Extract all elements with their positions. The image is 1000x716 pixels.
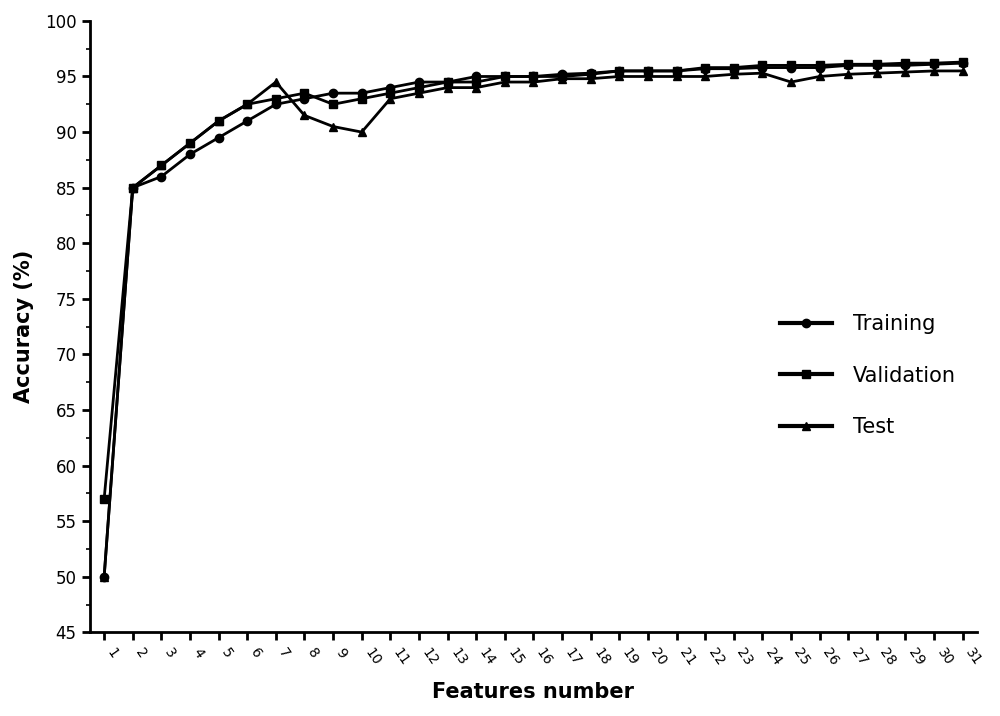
Training xyxy=(356,89,368,97)
Line: Validation: Validation xyxy=(100,58,967,503)
Training xyxy=(155,173,167,181)
Training xyxy=(241,117,253,125)
Line: Training: Training xyxy=(100,59,967,581)
Test xyxy=(384,95,396,103)
Test xyxy=(928,67,940,75)
Test xyxy=(127,183,139,192)
Test xyxy=(556,74,568,83)
Training xyxy=(213,133,225,142)
Validation xyxy=(442,78,454,87)
Test xyxy=(957,67,969,75)
Validation xyxy=(470,78,482,87)
Training xyxy=(413,78,425,87)
Validation xyxy=(527,72,539,81)
Training xyxy=(957,59,969,67)
Y-axis label: Accuracy (%): Accuracy (%) xyxy=(14,250,34,403)
Validation xyxy=(155,161,167,170)
Training xyxy=(728,64,740,73)
Validation xyxy=(585,70,597,79)
Validation xyxy=(127,183,139,192)
Test xyxy=(842,70,854,79)
Validation xyxy=(613,67,625,75)
Validation xyxy=(270,95,282,103)
Legend: Training, Validation, Test: Training, Validation, Test xyxy=(770,304,967,448)
Validation xyxy=(184,139,196,147)
Test xyxy=(155,161,167,170)
Validation xyxy=(928,59,940,67)
Test xyxy=(785,78,797,87)
Test xyxy=(699,72,711,81)
Validation xyxy=(814,61,826,69)
Validation xyxy=(899,59,911,67)
Validation xyxy=(642,67,654,75)
Validation xyxy=(671,67,683,75)
Training xyxy=(613,67,625,75)
Line: Test: Test xyxy=(100,67,967,581)
Validation xyxy=(213,117,225,125)
Training xyxy=(642,67,654,75)
Validation xyxy=(842,60,854,69)
Test xyxy=(98,573,110,581)
Validation xyxy=(413,83,425,92)
Training xyxy=(98,573,110,581)
Test xyxy=(613,72,625,81)
Validation xyxy=(356,95,368,103)
Training xyxy=(671,67,683,75)
Training xyxy=(814,63,826,72)
Validation xyxy=(98,495,110,503)
Test xyxy=(814,72,826,81)
Test xyxy=(899,68,911,77)
Training xyxy=(928,60,940,69)
Training xyxy=(785,63,797,72)
Test xyxy=(499,78,511,87)
Training xyxy=(270,100,282,109)
Test xyxy=(527,78,539,87)
Training xyxy=(699,64,711,73)
Test xyxy=(241,100,253,109)
X-axis label: Features number: Features number xyxy=(432,682,634,702)
Validation xyxy=(499,72,511,81)
Validation xyxy=(556,72,568,81)
Test xyxy=(413,89,425,97)
Training xyxy=(871,61,883,69)
Training xyxy=(384,83,396,92)
Validation xyxy=(699,63,711,72)
Training xyxy=(527,72,539,81)
Training xyxy=(327,89,339,97)
Test xyxy=(442,83,454,92)
Test xyxy=(327,122,339,131)
Test xyxy=(756,69,768,77)
Training xyxy=(442,78,454,87)
Test xyxy=(213,117,225,125)
Test xyxy=(728,70,740,79)
Validation xyxy=(241,100,253,109)
Validation xyxy=(728,63,740,72)
Test xyxy=(871,69,883,77)
Test xyxy=(671,72,683,81)
Validation xyxy=(384,89,396,97)
Training xyxy=(585,69,597,77)
Training xyxy=(842,61,854,69)
Test xyxy=(298,111,310,120)
Test xyxy=(642,72,654,81)
Test xyxy=(270,78,282,87)
Training xyxy=(899,61,911,69)
Training xyxy=(127,183,139,192)
Training xyxy=(470,72,482,81)
Test xyxy=(585,74,597,83)
Validation xyxy=(957,58,969,67)
Training xyxy=(499,72,511,81)
Training xyxy=(556,70,568,79)
Training xyxy=(298,95,310,103)
Test xyxy=(356,127,368,136)
Validation xyxy=(327,100,339,109)
Validation xyxy=(756,61,768,69)
Validation xyxy=(298,89,310,97)
Test xyxy=(470,83,482,92)
Training xyxy=(756,63,768,72)
Validation xyxy=(785,61,797,69)
Training xyxy=(184,150,196,159)
Test xyxy=(184,139,196,147)
Validation xyxy=(871,60,883,69)
